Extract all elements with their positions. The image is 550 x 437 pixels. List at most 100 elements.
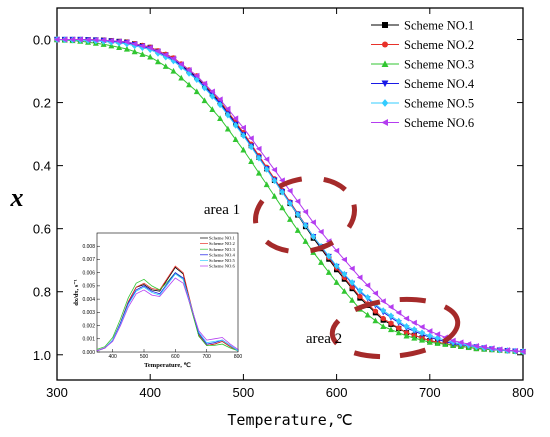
data-point (449, 337, 456, 344)
x-tick-label: 500 (233, 385, 255, 400)
data-point (333, 279, 340, 285)
data-point (357, 287, 363, 295)
data-point (279, 204, 286, 211)
data-point (256, 154, 262, 162)
data-point (294, 227, 301, 233)
data-point (162, 51, 169, 58)
data-point (201, 80, 208, 87)
data-point (302, 238, 309, 244)
data-point (357, 293, 363, 300)
inset-legend-label: Scheme NO.6 (209, 264, 235, 269)
data-point (224, 105, 231, 112)
data-point (193, 72, 200, 79)
inset-x-axis-title: Temperature, ℃ (144, 361, 191, 369)
inset-y-tick-label: 0.006 (82, 270, 95, 276)
data-point (341, 256, 347, 263)
inset-x-tick-label: 500 (140, 354, 149, 360)
y-tick-label: 1.0 (33, 348, 51, 363)
data-point (434, 331, 441, 338)
data-point (139, 51, 146, 57)
data-point (186, 81, 193, 88)
data-point (100, 37, 107, 44)
data-point (302, 222, 309, 229)
data-point (496, 346, 503, 353)
inset-y-tick-label: 0.002 (82, 323, 95, 329)
data-point (364, 311, 371, 318)
x-tick-label: 800 (512, 385, 534, 400)
data-point (310, 233, 317, 240)
data-point (53, 36, 60, 43)
data-point (162, 63, 169, 69)
data-point (403, 330, 410, 336)
data-point (271, 192, 278, 199)
data-point (380, 307, 387, 315)
data-point (380, 323, 387, 330)
data-point (504, 347, 511, 354)
data-point (419, 329, 425, 337)
data-point (388, 320, 394, 326)
y-tick-label: 0.0 (33, 33, 51, 48)
inset-legend-label: Scheme NO.1 (209, 236, 235, 241)
data-point (217, 115, 224, 121)
inset-series-line-6 (96, 277, 239, 352)
inset-series-line-4 (96, 272, 239, 352)
inset-y-tick-label: 0.007 (82, 257, 95, 263)
data-point (395, 317, 402, 325)
data-point (248, 143, 255, 151)
y-tick-label: 0.6 (33, 222, 51, 237)
data-point (395, 329, 402, 336)
main-plot: 300 400 500 600 700 800 0.0 0.2 0.4 0.6 0.8 1.0 Temp… (10, 7, 534, 429)
area-label-1: area 1 (204, 202, 240, 218)
legend-label: Scheme NO.5 (404, 97, 474, 111)
data-point (388, 312, 394, 320)
data-point (349, 265, 355, 272)
x-tick-label: 700 (419, 385, 441, 400)
inset-y-tick-label: 0.004 (82, 297, 95, 303)
data-point (263, 181, 270, 188)
inset-background (70, 225, 246, 372)
data-point (271, 166, 278, 173)
data-point (287, 216, 293, 222)
data-point (116, 44, 123, 51)
data-point (255, 169, 262, 176)
data-point (248, 135, 254, 142)
inset-series-line-5 (96, 273, 239, 352)
data-point (403, 323, 410, 330)
data-point (419, 336, 426, 343)
inset-legend-label: Scheme NO.4 (209, 252, 235, 257)
legend-label: Scheme NO.1 (404, 19, 474, 33)
data-point (341, 270, 348, 278)
inset-legend-label: Scheme NO.3 (209, 247, 235, 252)
y-tick-label: 0.8 (33, 285, 51, 300)
data-point (240, 146, 247, 153)
data-point (481, 344, 487, 351)
data-point (123, 39, 130, 46)
inset-y-tick-label: 0.001 (82, 337, 95, 343)
data-point (310, 219, 316, 226)
x-axis-title: Temperature,℃ (227, 411, 352, 429)
data-point (108, 37, 114, 44)
data-point (279, 188, 286, 196)
data-point (294, 198, 301, 205)
legend-marker (381, 60, 389, 67)
data-point (248, 158, 255, 165)
data-point (116, 39, 122, 47)
data-point (147, 44, 153, 51)
area-label-2: area 2 (306, 331, 342, 347)
inset-x-tick-label: 700 (202, 354, 211, 360)
data-point (232, 136, 239, 142)
data-point (255, 145, 262, 152)
data-point (318, 259, 325, 265)
y-tick-label: 0.2 (33, 96, 51, 111)
y-tick-label: 0.4 (33, 159, 51, 174)
highlight-area-1 (253, 175, 357, 255)
data-point (232, 115, 239, 122)
legend-marker (381, 119, 388, 126)
data-point (418, 323, 425, 330)
data-point (240, 132, 247, 140)
data-point (201, 84, 208, 92)
data-point (364, 282, 371, 289)
data-point (457, 339, 464, 346)
data-point (193, 88, 200, 95)
